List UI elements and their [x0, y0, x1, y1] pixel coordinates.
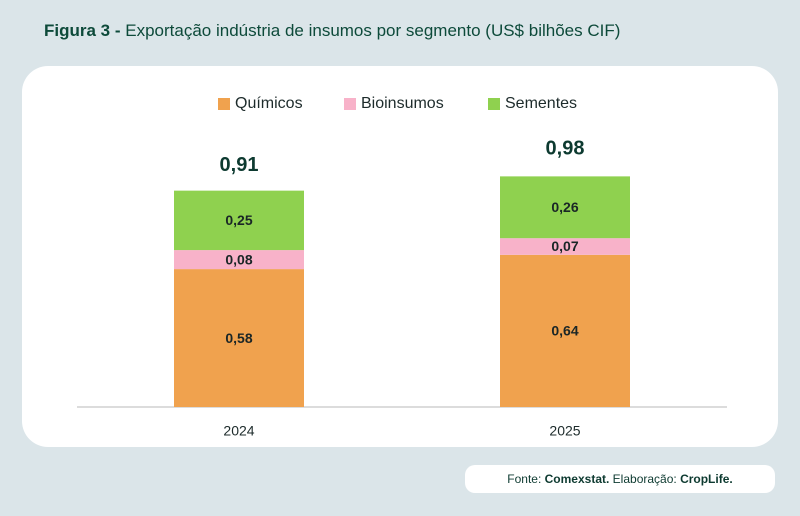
- chart-title: Figura 3 - Exportação indústria de insum…: [44, 21, 620, 40]
- value-label: 0,64: [551, 323, 578, 339]
- bar-segment: [174, 250, 304, 270]
- bar-segment: [174, 190, 304, 251]
- value-label: 0,25: [225, 212, 252, 228]
- total-label: 0,91: [220, 154, 259, 176]
- legend-swatch: [488, 98, 500, 110]
- bar-segment: [500, 176, 630, 239]
- bar-segment: [174, 269, 304, 407]
- source-label: Fonte:: [507, 472, 541, 486]
- title-text: Exportação indústria de insumos por segm…: [125, 21, 620, 40]
- value-label: 0,08: [225, 251, 252, 267]
- value-label: 0,26: [551, 199, 578, 215]
- legend-swatch: [344, 98, 356, 110]
- chart-panel: [22, 66, 778, 447]
- legend-label: Bioinsumos: [361, 95, 444, 112]
- legend-swatch: [218, 98, 230, 110]
- source-box: [465, 465, 775, 493]
- source-text: Fonte: Comexstat. Elaboração: CropLife.: [507, 472, 732, 486]
- source: Comexstat.: [545, 472, 610, 486]
- legend-label: Químicos: [235, 95, 303, 112]
- credit: CropLife.: [680, 472, 733, 486]
- bar-segment: [500, 254, 630, 407]
- value-label: 0,07: [551, 238, 578, 254]
- x-tick-label: 2025: [549, 423, 580, 439]
- bar-segment: [500, 238, 630, 255]
- legend-label: Sementes: [505, 95, 577, 112]
- credit-label: Elaboração:: [613, 472, 677, 486]
- total-label: 0,98: [546, 137, 585, 159]
- figure-label: Figura 3 -: [44, 21, 121, 40]
- x-tick-label: 2024: [223, 423, 254, 439]
- value-label: 0,58: [225, 330, 252, 346]
